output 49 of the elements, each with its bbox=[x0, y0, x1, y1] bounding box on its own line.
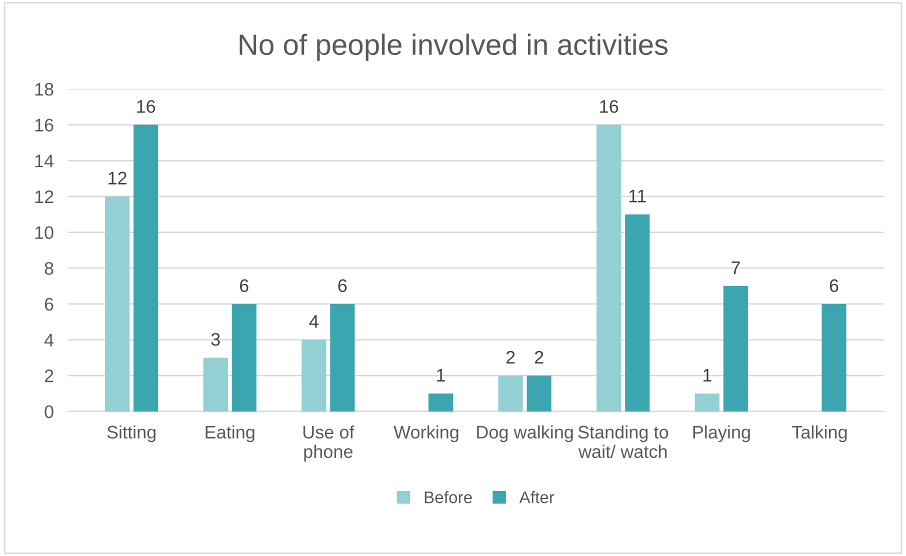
bar bbox=[302, 340, 326, 412]
y-tick-label: 18 bbox=[35, 82, 54, 96]
x-tick-label: Working bbox=[394, 425, 458, 442]
bar bbox=[625, 214, 650, 412]
x-tick-label: Sitting bbox=[107, 425, 156, 442]
data-label: 6 bbox=[338, 279, 347, 292]
bar bbox=[822, 304, 846, 412]
bar bbox=[105, 196, 130, 412]
bar bbox=[232, 304, 256, 412]
y-tick-label: 6 bbox=[44, 298, 54, 311]
y-tick-label: 4 bbox=[44, 334, 54, 346]
y-tick-label: 2 bbox=[44, 370, 54, 382]
bar bbox=[330, 304, 355, 412]
bar bbox=[526, 376, 552, 412]
y-tick-label: 8 bbox=[44, 262, 54, 275]
x-tick-label: Eating bbox=[206, 425, 254, 442]
data-label: 6 bbox=[240, 279, 248, 292]
data-label: 6 bbox=[830, 279, 838, 292]
legend-label: After bbox=[519, 491, 554, 504]
data-label: 12 bbox=[108, 172, 126, 184]
bar bbox=[428, 394, 454, 412]
y-tick-label: 14 bbox=[35, 154, 54, 168]
data-label: 1 bbox=[704, 369, 712, 382]
x-tick-label: Standing to wait/ watch bbox=[578, 425, 668, 458]
y-tick-label: 16 bbox=[35, 118, 54, 132]
bar bbox=[723, 286, 748, 412]
y-tick-label: 10 bbox=[35, 226, 54, 240]
bar bbox=[134, 124, 158, 412]
x-tick-label: Talking bbox=[792, 425, 847, 442]
y-tick-label: 12 bbox=[35, 190, 54, 203]
bar bbox=[498, 376, 523, 412]
data-label: 4 bbox=[309, 315, 318, 328]
data-label: 11 bbox=[629, 190, 646, 202]
data-label: 2 bbox=[506, 350, 515, 364]
x-tick-label: Use of phone bbox=[303, 425, 354, 462]
bar bbox=[203, 358, 228, 412]
data-label: 2 bbox=[534, 350, 544, 364]
y-tick-label: 0 bbox=[44, 405, 54, 418]
data-label: 3 bbox=[211, 333, 220, 346]
data-label: 1 bbox=[437, 369, 445, 382]
bar bbox=[694, 394, 720, 412]
data-label: 7 bbox=[732, 262, 740, 274]
legend-label: Before bbox=[424, 491, 472, 504]
data-label: 16 bbox=[600, 100, 618, 113]
chart-title: No of people involved in activities bbox=[240, 34, 668, 61]
bar bbox=[596, 124, 622, 412]
x-tick-label: Dog walking bbox=[477, 425, 573, 442]
x-tick-label: Playing bbox=[693, 425, 750, 442]
data-label: 16 bbox=[137, 100, 156, 113]
